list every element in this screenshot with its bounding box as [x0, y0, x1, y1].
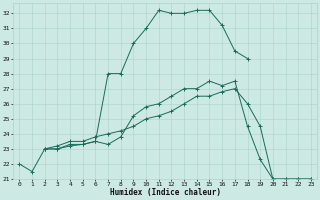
X-axis label: Humidex (Indice chaleur): Humidex (Indice chaleur) — [110, 188, 220, 197]
